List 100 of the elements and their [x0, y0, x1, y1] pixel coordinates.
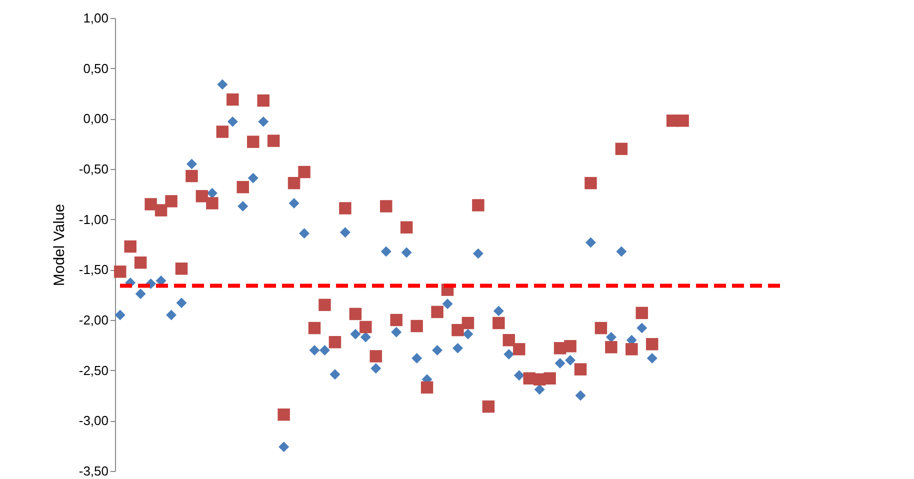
point: [472, 248, 484, 259]
point: [370, 363, 382, 374]
point: [410, 320, 423, 332]
point: [431, 306, 444, 318]
point: [166, 310, 177, 320]
point: [144, 198, 157, 210]
point: [124, 240, 136, 253]
point: [236, 180, 250, 194]
point: [472, 199, 484, 212]
point: [135, 288, 146, 300]
point: [186, 170, 198, 182]
point: [452, 342, 463, 354]
point: [238, 201, 248, 212]
point: [574, 363, 587, 376]
point: [186, 158, 197, 170]
point: [176, 298, 187, 308]
point: [246, 136, 260, 148]
point: [309, 344, 320, 356]
y-tick-label: -1,00: [78, 212, 108, 227]
point: [512, 343, 526, 356]
point: [380, 200, 392, 212]
point: [288, 176, 300, 190]
point: [420, 381, 434, 394]
point: [390, 314, 402, 326]
point: [584, 176, 597, 190]
point: [206, 197, 218, 210]
point: [206, 188, 218, 198]
point: [196, 190, 208, 202]
point: [636, 322, 648, 334]
point: [360, 332, 371, 342]
point: [400, 221, 413, 234]
point: [575, 390, 586, 401]
point: [585, 237, 596, 248]
point: [401, 247, 412, 258]
point: [349, 308, 362, 320]
y-tick-label: -2,50: [78, 362, 108, 378]
point: [462, 316, 474, 330]
point: [267, 134, 280, 147]
point: [319, 344, 330, 356]
point: [616, 246, 627, 257]
point: [226, 93, 239, 106]
point: [328, 336, 342, 348]
point: [175, 262, 188, 275]
point: [216, 126, 229, 138]
point: [350, 328, 361, 340]
point: [462, 328, 474, 340]
point: [318, 298, 331, 312]
point: [114, 266, 126, 278]
point: [227, 116, 238, 127]
y-tick-label: 0,50: [83, 60, 108, 76]
point: [646, 338, 658, 350]
y-tick-label: -1,50: [78, 262, 108, 278]
point: [154, 204, 168, 216]
point: [636, 306, 648, 320]
point: [442, 298, 453, 310]
point: [492, 316, 505, 330]
point: [370, 350, 382, 362]
y-tick-label: -3,00: [78, 413, 108, 428]
point: [391, 326, 402, 338]
y-tick-label: -3,50: [78, 464, 108, 478]
point: [412, 353, 422, 364]
point: [544, 372, 556, 385]
point: [278, 408, 290, 421]
point: [298, 166, 310, 178]
point: [380, 246, 392, 257]
point: [340, 227, 350, 238]
point: [606, 332, 616, 342]
point: [504, 348, 514, 360]
point: [308, 322, 321, 334]
point: [217, 79, 228, 90]
point: [493, 306, 504, 316]
point: [258, 116, 269, 127]
point: [134, 256, 147, 269]
point: [339, 202, 352, 214]
y-tick-label: 1,00: [83, 10, 108, 26]
point: [565, 355, 576, 366]
point: [534, 384, 545, 395]
point: [360, 320, 372, 334]
point: [482, 400, 495, 413]
point: [676, 114, 689, 127]
point: [452, 324, 464, 336]
y-tick-label: 0,00: [83, 111, 108, 126]
point: [594, 322, 608, 334]
point: [432, 344, 443, 356]
point: [502, 334, 516, 346]
y-tick-label: -0,50: [78, 162, 108, 176]
point: [564, 340, 576, 352]
y-tick-label: -2,00: [78, 312, 108, 328]
point: [288, 198, 300, 208]
point: [257, 94, 270, 107]
point: [165, 195, 178, 208]
point: [646, 353, 658, 364]
point: [554, 358, 566, 369]
point: [114, 310, 126, 320]
point: [626, 343, 638, 356]
point: [615, 142, 628, 155]
y-axis-title: Model Value: [50, 204, 68, 286]
point: [299, 228, 310, 239]
point: [278, 442, 290, 452]
point: [248, 172, 258, 184]
